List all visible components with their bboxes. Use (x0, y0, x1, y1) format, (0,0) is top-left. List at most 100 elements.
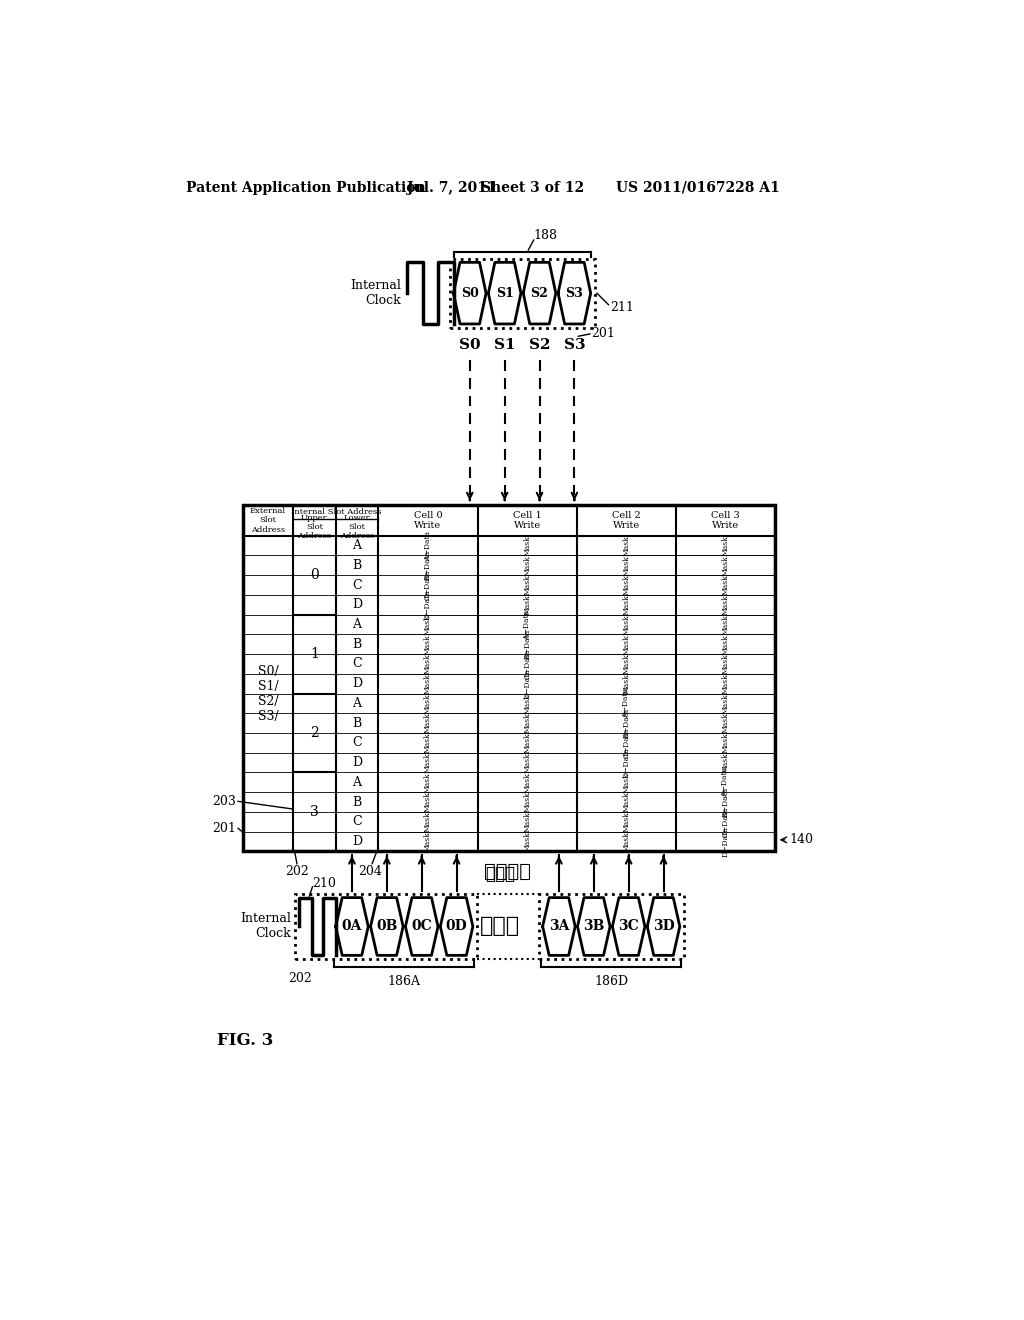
Bar (478, 556, 577, 574)
Text: Mask: Mask (722, 554, 729, 576)
Bar (450, 259, 595, 327)
Text: Mask: Mask (722, 574, 729, 595)
Bar (379, 774, 477, 792)
Bar (379, 675, 477, 693)
Bar (676, 536, 775, 554)
Text: A←Data: A←Data (722, 767, 729, 797)
Text: Mask: Mask (424, 614, 432, 635)
Bar (676, 734, 775, 752)
Bar (295, 894, 477, 960)
Bar (578, 792, 676, 812)
Bar (379, 832, 477, 851)
Text: Lower
Slot
Address: Lower Slot Address (340, 513, 374, 540)
Text: S1: S1 (496, 286, 514, 300)
Text: Mask: Mask (523, 535, 531, 556)
Text: Mask: Mask (523, 733, 531, 754)
Text: B←Data: B←Data (722, 787, 729, 817)
Text: 211: 211 (610, 301, 634, 314)
Text: Mask: Mask (623, 574, 631, 595)
Text: Mask: Mask (523, 812, 531, 832)
Text: 188: 188 (534, 228, 557, 242)
Text: ⋯⋯⋯: ⋯⋯⋯ (480, 916, 520, 937)
Bar (676, 576, 775, 594)
Text: 3D: 3D (652, 920, 675, 933)
Text: B: B (352, 717, 361, 730)
Bar (379, 754, 477, 772)
Bar (676, 694, 775, 713)
Text: A: A (352, 618, 361, 631)
Text: C: C (352, 657, 361, 671)
Text: Mask: Mask (722, 752, 729, 774)
Text: 204: 204 (358, 866, 383, 878)
Bar (676, 754, 775, 772)
Text: 202: 202 (288, 973, 312, 985)
Text: S2: S2 (528, 338, 550, 352)
Bar (676, 556, 775, 574)
Text: C: C (352, 578, 361, 591)
Text: ⋯⋯⋯⋯: ⋯⋯⋯⋯ (484, 863, 531, 882)
Text: 3: 3 (310, 805, 318, 818)
Text: Mask: Mask (523, 554, 531, 576)
Text: A←Data: A←Data (623, 688, 631, 718)
Text: Cell 3
Write: Cell 3 Write (711, 511, 740, 531)
Text: S0: S0 (461, 286, 478, 300)
Text: C←Data: C←Data (523, 648, 531, 680)
Text: Mask: Mask (623, 614, 631, 635)
Bar (478, 754, 577, 772)
Text: Mask: Mask (523, 832, 531, 851)
Text: Mask: Mask (523, 693, 531, 714)
Text: D←Data: D←Data (523, 668, 531, 700)
Text: Mask: Mask (523, 594, 531, 615)
Text: Mask: Mask (722, 693, 729, 714)
Text: US 2011/0167228 A1: US 2011/0167228 A1 (616, 181, 780, 194)
Text: D: D (352, 677, 362, 690)
Bar (379, 714, 477, 733)
Bar (478, 812, 577, 832)
Text: S0/
S1/
S2/
S3/: S0/ S1/ S2/ S3/ (257, 664, 279, 722)
Text: Mask: Mask (424, 673, 432, 694)
Text: Mask: Mask (623, 792, 631, 812)
Text: D: D (352, 598, 362, 611)
Text: Patent Application Publication: Patent Application Publication (186, 181, 426, 194)
Bar (676, 714, 775, 733)
Text: Mask: Mask (722, 673, 729, 694)
Text: Mask: Mask (424, 634, 432, 655)
Text: Mask: Mask (722, 653, 729, 675)
Text: D: D (352, 756, 362, 770)
Text: 0B: 0B (376, 920, 397, 933)
Text: 1: 1 (310, 647, 318, 661)
Bar (478, 595, 577, 614)
Text: Mask: Mask (623, 832, 631, 851)
Text: Mask: Mask (722, 594, 729, 615)
Text: Mask: Mask (623, 634, 631, 655)
Text: External
Slot
Address: External Slot Address (250, 507, 286, 533)
Text: Mask: Mask (424, 772, 432, 792)
Text: 0C: 0C (412, 920, 432, 933)
Text: S3: S3 (565, 286, 584, 300)
Text: 202: 202 (285, 866, 309, 878)
Text: S3: S3 (563, 338, 585, 352)
Text: Mask: Mask (424, 812, 432, 832)
Text: FIG. 3: FIG. 3 (217, 1031, 273, 1048)
Text: Jul. 7, 2011: Jul. 7, 2011 (407, 181, 497, 194)
Bar (478, 714, 577, 733)
Bar (478, 734, 577, 752)
Bar (578, 812, 676, 832)
Text: Mask: Mask (722, 614, 729, 635)
Text: 201: 201 (213, 822, 237, 834)
Text: Cell 1
Write: Cell 1 Write (513, 511, 542, 531)
Text: Internal
Clock: Internal Clock (350, 279, 400, 308)
Bar (379, 734, 477, 752)
Text: 0D: 0D (445, 920, 468, 933)
Text: Mask: Mask (623, 594, 631, 615)
Text: 203: 203 (213, 795, 237, 808)
Text: A←Data: A←Data (523, 610, 531, 640)
Text: 210: 210 (312, 878, 336, 890)
Text: Mask: Mask (523, 713, 531, 734)
Bar (578, 556, 676, 574)
Text: Internal
Clock: Internal Clock (240, 912, 291, 940)
Bar (379, 655, 477, 673)
Text: D←Data: D←Data (722, 826, 729, 857)
Bar (478, 694, 577, 713)
Text: C←Data: C←Data (623, 727, 631, 758)
